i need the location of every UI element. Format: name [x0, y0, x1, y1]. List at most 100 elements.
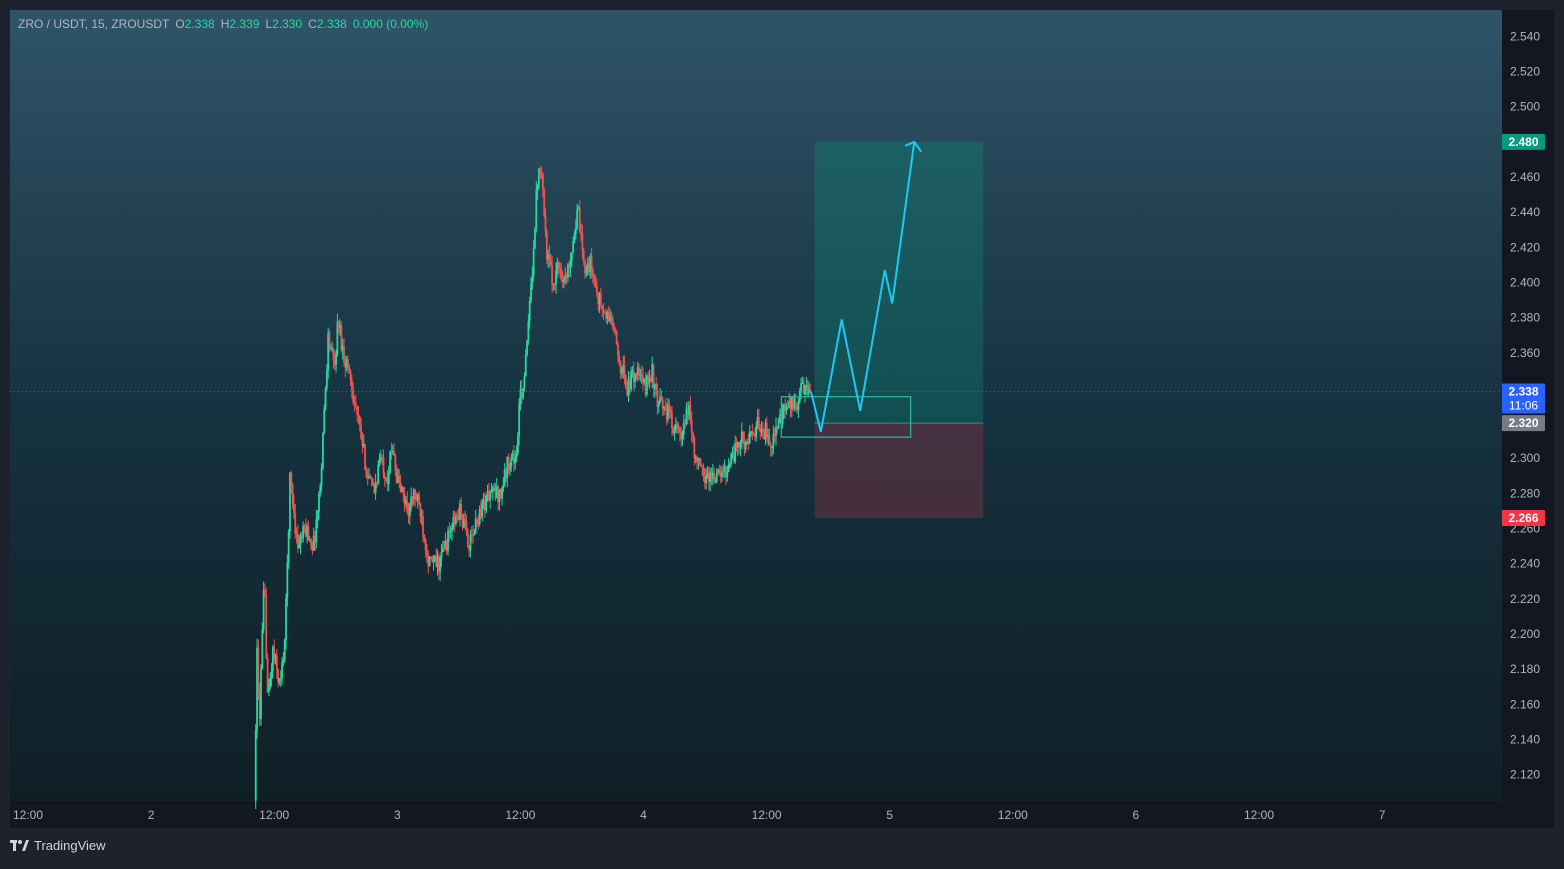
candle-body [768, 435, 771, 445]
candle-body [431, 557, 434, 563]
candle-body [588, 263, 590, 272]
candle-body [319, 485, 322, 494]
loss-zone[interactable] [814, 423, 984, 518]
high-value: 2.339 [229, 17, 260, 31]
y-tick-label: 2.400 [1510, 275, 1540, 289]
candle-body [279, 678, 282, 680]
candle-body [677, 427, 680, 429]
candle-body [311, 546, 314, 551]
candle-body [784, 405, 787, 411]
y-tick-label: 2.160 [1510, 697, 1540, 711]
candle-body [773, 434, 776, 436]
candle-body [619, 362, 622, 374]
candle-body [511, 453, 514, 458]
candle-body [723, 466, 726, 473]
candle-body [783, 405, 785, 412]
candle-body [693, 437, 696, 459]
x-tick-label: 2 [148, 808, 155, 822]
candle-body [742, 431, 744, 439]
candle-body [443, 548, 445, 550]
candle-body [668, 404, 671, 410]
candle-body [656, 390, 659, 407]
x-tick-label: 12:00 [998, 808, 1028, 822]
candle-body [582, 250, 585, 262]
candle-body [282, 660, 285, 663]
candle-body [481, 502, 484, 517]
candle-body [398, 476, 401, 483]
candle-body [436, 556, 439, 567]
candle-body [775, 426, 777, 436]
candle-body [376, 483, 378, 485]
candle-body [672, 427, 675, 434]
candle-body [772, 434, 775, 447]
candle-body [328, 332, 331, 346]
candle-body [352, 390, 355, 403]
candle-body [713, 472, 716, 481]
candle-body [490, 491, 493, 493]
candle-body [806, 385, 809, 394]
candle-body [391, 451, 394, 453]
candle-body [472, 534, 474, 536]
candle-body [714, 480, 717, 483]
candle-body [497, 486, 499, 502]
consolidation-zone[interactable] [780, 396, 912, 438]
candle-body [302, 525, 305, 539]
candle-body [700, 462, 702, 467]
candle-body [374, 483, 377, 494]
x-tick-label: 6 [1133, 808, 1140, 822]
candle-body [378, 460, 381, 465]
candle-body [755, 426, 758, 437]
candle-body [718, 469, 721, 473]
candle-body [515, 453, 518, 458]
candle-body [721, 471, 723, 477]
current-price-label-countdown: 11:06 [1509, 398, 1538, 412]
symbol-title[interactable]: ZRO / USDT, 15, ZROUSDT [18, 17, 170, 31]
candle-body [306, 525, 309, 537]
candle-body [776, 426, 779, 429]
time-axis-background [10, 801, 1554, 828]
candle-body [370, 478, 373, 480]
candle-body [369, 476, 372, 479]
candle-body [316, 512, 319, 520]
projection-path[interactable] [809, 141, 916, 433]
candle-body [366, 477, 369, 479]
candle-body [584, 261, 586, 274]
candle-body [727, 464, 730, 473]
candle-body [428, 556, 431, 567]
candle-body [678, 428, 681, 433]
candle-body [498, 489, 501, 502]
candle-body [382, 457, 385, 476]
candle-body [296, 533, 299, 549]
candle-body [430, 556, 432, 558]
candle-body [808, 389, 810, 394]
candle-body [640, 374, 643, 377]
candle-body [460, 503, 463, 516]
candle-body [432, 560, 435, 563]
candle-body [697, 458, 700, 462]
x-tick-label: 5 [886, 808, 893, 822]
candle-body [624, 376, 627, 389]
candle-body [639, 374, 642, 376]
candle-body [739, 442, 742, 448]
candle-body [617, 344, 619, 356]
candle-body [308, 539, 311, 541]
x-tick-label: 12:00 [1244, 808, 1274, 822]
candle-body [324, 388, 327, 410]
branding[interactable]: TradingView [10, 838, 106, 853]
candle-body [632, 370, 635, 383]
candle-body [254, 730, 257, 801]
candle-body [673, 430, 676, 434]
candle-body [452, 516, 455, 529]
profit-zone[interactable] [814, 141, 984, 424]
candle-body [287, 531, 290, 563]
candle-body [626, 388, 629, 396]
x-tick-label: 12:00 [505, 808, 535, 822]
y-tick-label: 2.140 [1510, 732, 1540, 746]
low-value: 2.330 [272, 17, 303, 31]
candle-body [599, 292, 602, 306]
candle-body [797, 401, 800, 411]
candle-body [590, 255, 593, 270]
candle-body [761, 428, 764, 434]
